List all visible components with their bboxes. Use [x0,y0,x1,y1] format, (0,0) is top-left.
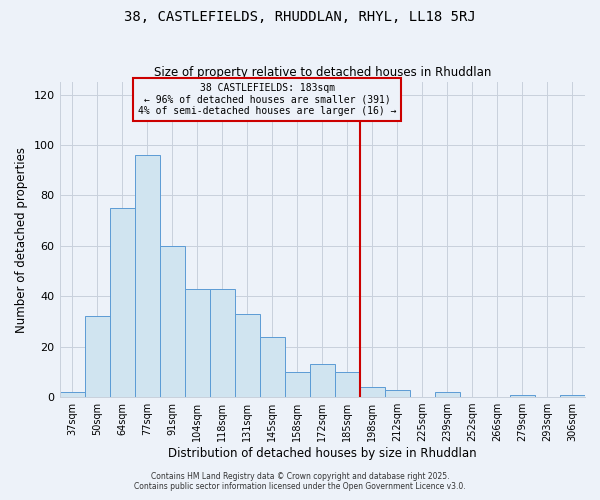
X-axis label: Distribution of detached houses by size in Rhuddlan: Distribution of detached houses by size … [168,447,476,460]
Bar [160,246,185,397]
Bar [59,392,85,397]
Y-axis label: Number of detached properties: Number of detached properties [15,146,28,332]
Bar [385,390,410,397]
Bar [134,155,160,397]
Bar [110,208,134,397]
Bar [310,364,335,397]
Bar [335,372,360,397]
Bar [85,316,110,397]
Bar [260,336,285,397]
Bar [560,394,585,397]
Text: 38 CASTLEFIELDS: 183sqm
← 96% of detached houses are smaller (391)
4% of semi-de: 38 CASTLEFIELDS: 183sqm ← 96% of detache… [138,83,397,116]
Text: 38, CASTLEFIELDS, RHUDDLAN, RHYL, LL18 5RJ: 38, CASTLEFIELDS, RHUDDLAN, RHYL, LL18 5… [124,10,476,24]
Bar [510,394,535,397]
Bar [285,372,310,397]
Bar [209,288,235,397]
Bar [185,288,209,397]
Text: Contains HM Land Registry data © Crown copyright and database right 2025.
Contai: Contains HM Land Registry data © Crown c… [134,472,466,491]
Bar [360,387,385,397]
Bar [235,314,260,397]
Bar [435,392,460,397]
Title: Size of property relative to detached houses in Rhuddlan: Size of property relative to detached ho… [154,66,491,80]
